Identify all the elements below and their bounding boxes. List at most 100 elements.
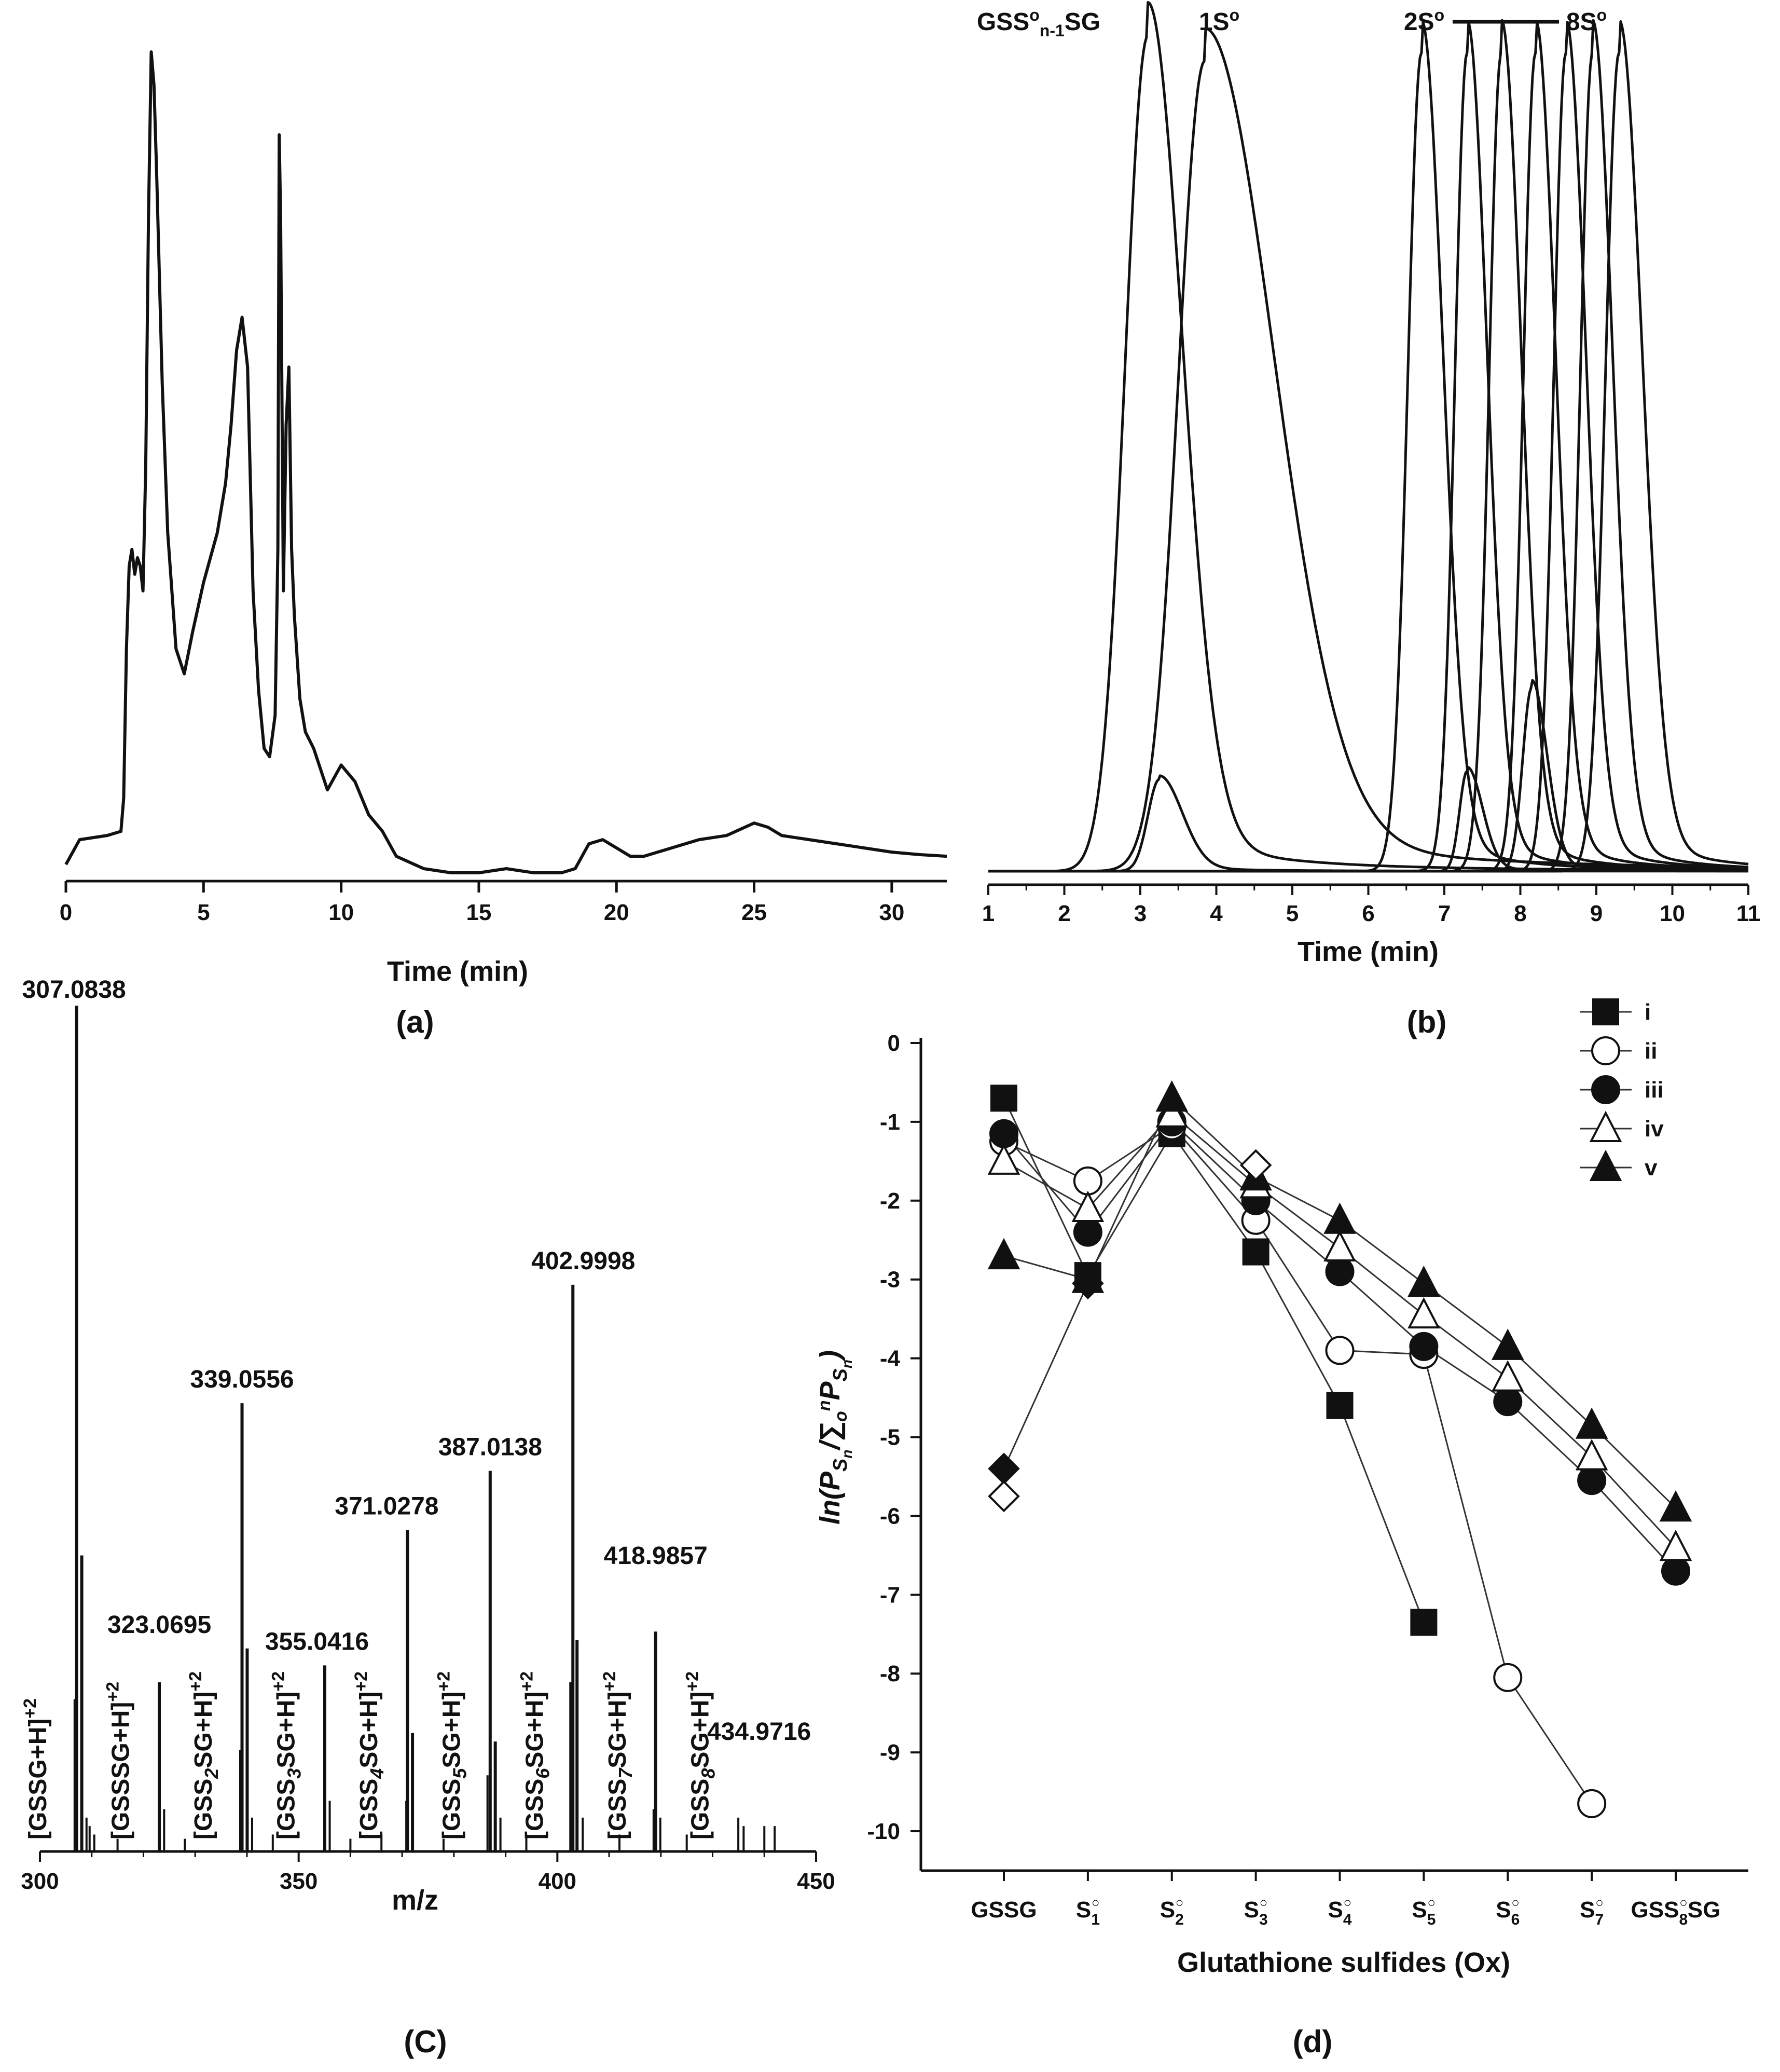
panel-c-ion-label-text: [GSSSG+H]+2: [103, 1682, 134, 1840]
panel-d-series-line-ii: [1003, 1141, 1088, 1182]
panel-d-legend-marker: [1589, 1149, 1622, 1181]
panel-a-tick-label: 0: [60, 900, 72, 925]
panel-d-point-v: [1155, 1080, 1189, 1112]
panel-a-tick-label: 30: [879, 900, 904, 925]
panel-d-series-line-ii: [1255, 1219, 1341, 1351]
panel-c-ion-label-text: [GSS6SG+H]+2: [517, 1671, 553, 1840]
panel-d-ytick-label: -5: [880, 1425, 900, 1450]
panel-d-category-label: S1○: [1076, 1895, 1100, 1928]
panel-d-legend-marker: [1591, 1075, 1620, 1104]
panel-b-label: (b): [1407, 1005, 1447, 1039]
panel-d-legend-label: v: [1645, 1155, 1658, 1181]
panel-d-point-diamond-open: [1239, 1149, 1272, 1182]
panel-d-legend-symbol-ii: [1591, 1036, 1620, 1065]
panel-b-tick-label: 8: [1514, 901, 1526, 926]
panel-d-series-line-iv: [1591, 1456, 1677, 1548]
panel-c-peak-labels: 307.0838 323.0695 339.0556 355.0416 371.0278…: [22, 976, 811, 1746]
panel-b-annot-1s: 1So: [1199, 6, 1239, 36]
panel-d-markers: [987, 1080, 1692, 1818]
panel-d-point-iv: [1575, 1439, 1608, 1471]
panel-d-point-iv: [1659, 1529, 1692, 1561]
panel-c-ion-label: [GSS3SG+H]+2: [269, 1671, 305, 1840]
panel-d-series-line-i: [1339, 1405, 1425, 1623]
panel-d-ytick-label: -7: [880, 1582, 900, 1608]
panel-c-ion-label: [GSS8SG+H]+2: [682, 1671, 719, 1840]
panel-b-chromatogram-overlay: 1 2 3 4 5 6 7 8 9 10 11 GSSon-1SG 1So 2So 8So Time…: [977, 1, 1761, 1039]
panel-d-series-line-iii: [1591, 1480, 1677, 1572]
panel-d-point-v: [1408, 1265, 1440, 1297]
panel-c-ion-label: [GSS6SG+H]+2: [517, 1671, 553, 1840]
panel-d-point-ii: [1073, 1166, 1102, 1196]
panel-b-tick-label: 11: [1736, 901, 1761, 926]
panel-c-mass-spectrum: 300 350 400 450 307.0838 323.0695 339.0556 355…: [20, 976, 835, 2059]
panel-d-point-iii: [1661, 1556, 1690, 1586]
panel-c-peak-label: 355.0416: [265, 1628, 369, 1655]
panel-d-legend-marker: [1591, 1036, 1620, 1065]
panel-b-peak-6So: [988, 21, 1749, 873]
panel-d-category-label: S4○: [1328, 1895, 1351, 1928]
panel-d-label: (d): [1293, 2024, 1333, 2059]
panel-d-point-iii: [1325, 1257, 1355, 1286]
panel-c-ion-label: [GSSG+H]+2: [20, 1698, 52, 1840]
panel-b-ticks: 1 2 3 4 5 6 7 8 9 10 11: [982, 885, 1761, 926]
panel-d-series-line-ii: [1087, 1125, 1172, 1182]
panel-d-point-iii: [989, 1119, 1018, 1148]
panel-b-tick-label: 5: [1286, 901, 1299, 926]
panel-d-series-line-ii: [1423, 1354, 1509, 1678]
panel-d-point-i: [1326, 1392, 1354, 1419]
panel-d-legend-symbol-iv: [1589, 1110, 1622, 1142]
panel-a-tick-label: 15: [466, 900, 491, 925]
panel-a-tick-label: 5: [197, 900, 210, 925]
panel-c-label: (C): [404, 2024, 447, 2059]
panel-b-peak-2So: [988, 20, 1748, 873]
panel-d-diamond-line: [1003, 1283, 1089, 1469]
panel-d-point-iii: [1073, 1217, 1102, 1247]
panel-d-legend-symbol-iii: [1591, 1075, 1620, 1104]
panel-d-series-line-iii: [1003, 1133, 1089, 1233]
panel-b-series: [988, 1, 1749, 873]
panel-d-category-label: S3○: [1244, 1895, 1268, 1928]
panel-b-peak-8So: [988, 20, 1749, 873]
panel-c-peaks: [73, 1006, 776, 1851]
panel-a-series: [64, 50, 947, 874]
panel-d-point-diamond-filled: [988, 1452, 1020, 1485]
panel-d-ytick-label: -2: [880, 1188, 900, 1214]
panel-d-series: [987, 1080, 1692, 1818]
panel-c-peak-label: 402.9998: [531, 1247, 635, 1275]
panel-d-series-line-i: [1171, 1133, 1257, 1253]
panel-d-point-i: [1410, 1609, 1438, 1636]
panel-a-ticks: 0 5 10 15 20 25 30: [60, 881, 904, 925]
panel-d-category-label: S7○: [1580, 1895, 1604, 1928]
panel-c-ion-label-text: [GSS4SG+H]+2: [351, 1671, 388, 1840]
panel-c-peak-label: 371.0278: [335, 1493, 438, 1520]
panel-c-ion-label: [GSSSG+H]+2: [103, 1682, 134, 1840]
panel-c-xlabel: m/z: [392, 1885, 438, 1916]
panel-d-category-labels: GSSG S1○ S2○ S3○ S4○ S5○ S6○ S7○ GSS8○SG: [971, 1895, 1720, 1928]
panel-c-ion-label: [GSS7SG+H]+2: [600, 1671, 636, 1840]
panel-c-tick-label: 350: [280, 1869, 318, 1894]
panel-d-series-line-iii: [1339, 1271, 1425, 1347]
panel-c-peak-label: 418.9857: [604, 1542, 708, 1570]
panel-b-peak-GSSo(n-1)SG: [988, 1, 1748, 873]
panel-c-peak-label: 339.0556: [190, 1366, 294, 1393]
panel-b-peak-7So: [988, 19, 1749, 873]
panel-b-peak-minor-3.2: [988, 774, 1748, 873]
panel-b-peak-5So: [988, 21, 1749, 873]
panel-d-ytick-label: -3: [880, 1267, 900, 1293]
panel-a-tick-label: 25: [741, 900, 767, 925]
panel-d-category-label: GSS8○SG: [1631, 1895, 1721, 1928]
panel-a-xlabel: Time (min): [387, 956, 528, 987]
panel-c-ion-label-text: [GSSG+H]+2: [20, 1698, 52, 1840]
panel-d-ytick-label: -10: [867, 1819, 900, 1844]
panel-d-legend-label: ii: [1645, 1038, 1657, 1064]
panel-d-legend-label: iv: [1645, 1116, 1664, 1142]
panel-d-series-line-ii: [1171, 1125, 1257, 1221]
panel-b-tick-label: 10: [1660, 901, 1685, 926]
panel-d-ticks: 0 -1 -2 -3 -4 -5 -6 -7 -8 -9 -10: [867, 1031, 1677, 1881]
panel-d-series-line-i: [1087, 1133, 1173, 1276]
panel-b-peak-3So: [988, 21, 1748, 873]
panel-d-series-line-v: [1003, 1255, 1088, 1281]
panel-a-tick-label: 10: [328, 900, 354, 925]
